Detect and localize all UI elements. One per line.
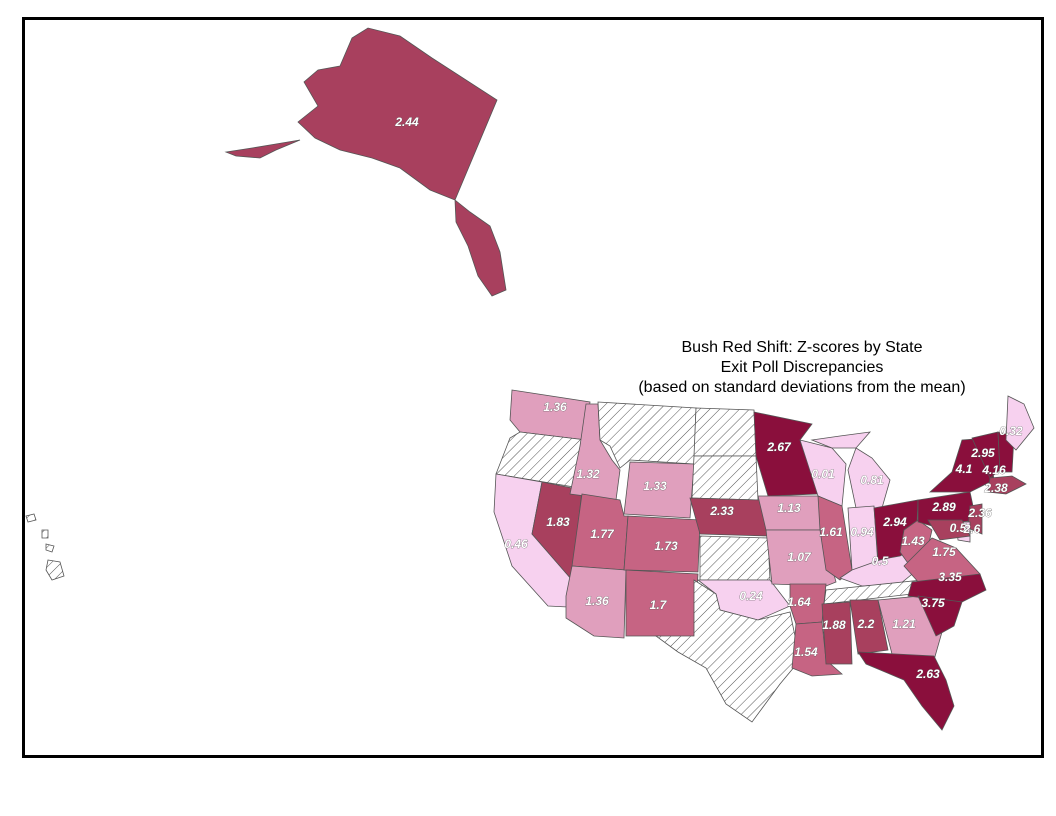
state-value-ak: 2.44 xyxy=(394,115,419,129)
state-la xyxy=(791,621,843,677)
state-value-nv: 1.83 xyxy=(546,515,570,529)
state-value-fl: 2.63 xyxy=(915,667,940,681)
state-co xyxy=(623,515,701,573)
state-value-ok: 0.24 xyxy=(739,589,763,603)
state-value-al: 2.2 xyxy=(857,617,875,631)
state-mo xyxy=(765,529,837,587)
state-value-il: 1.61 xyxy=(819,525,843,539)
map-title: Bush Red Shift: Z-scores by State xyxy=(681,339,923,356)
state-value-pa: 2.89 xyxy=(931,500,956,514)
state-tx xyxy=(654,579,801,723)
state-value-md: 2.6 xyxy=(963,522,981,536)
state-md xyxy=(927,519,971,541)
state-mt xyxy=(597,401,697,469)
state-value-mi: 0.81 xyxy=(860,473,884,487)
state-value-ia: 1.13 xyxy=(777,501,801,515)
state-value-de: 0.5 xyxy=(950,521,967,535)
state-value-me: 0.32 xyxy=(999,424,1023,438)
state-nd xyxy=(693,407,757,457)
state-ma xyxy=(987,475,1027,495)
state-wi xyxy=(799,439,847,507)
state-value-nc: 3.35 xyxy=(938,570,962,584)
state-value-ca: 0.46 xyxy=(504,537,528,551)
state-value-id: 1.32 xyxy=(576,467,600,481)
state-ak xyxy=(224,27,507,297)
state-ks xyxy=(699,535,771,581)
state-hi xyxy=(25,513,65,581)
state-value-mo: 1.07 xyxy=(787,550,812,564)
state-value-ga: 1.21 xyxy=(892,617,916,631)
state-value-wy: 1.33 xyxy=(643,479,667,493)
state-me xyxy=(1005,395,1035,451)
state-il xyxy=(817,495,853,581)
state-value-ms: 1.88 xyxy=(822,618,846,632)
state-value-nm: 1.7 xyxy=(650,598,668,612)
state-fl xyxy=(857,651,955,731)
state-wy xyxy=(623,461,695,519)
map-note: (based on standard deviations from the m… xyxy=(638,379,966,396)
state-value-wi: 0.01 xyxy=(811,467,835,481)
state-value-ma: 2.38 xyxy=(983,481,1008,495)
state-value-ut: 1.77 xyxy=(590,527,615,541)
state-value-in: 0.94 xyxy=(850,525,874,539)
state-value-ky: 0.5 xyxy=(872,554,889,568)
state-value-nj: 2.36 xyxy=(967,506,992,520)
state-value-co: 1.73 xyxy=(654,539,678,553)
state-value-oh: 2.94 xyxy=(882,515,907,529)
state-ms xyxy=(821,601,853,665)
state-value-sc: 3.75 xyxy=(921,596,945,610)
state-value-az: 1.36 xyxy=(585,594,609,608)
state-value-mn: 2.67 xyxy=(766,440,792,454)
state-value-wv: 1.43 xyxy=(901,534,925,548)
state-sd xyxy=(691,455,759,501)
state-value-ar: 1.64 xyxy=(787,595,811,609)
state-value-ny: 4.1 xyxy=(955,462,973,476)
state-value-la: 1.54 xyxy=(794,645,818,659)
map-subtitle: Exit Poll Discrepancies xyxy=(720,359,884,376)
state-value-wa: 1.36 xyxy=(543,400,567,414)
state-value-ne: 2.33 xyxy=(709,504,734,518)
state-value-vt: 2.95 xyxy=(970,446,995,460)
state-value-va: 1.75 xyxy=(932,545,956,559)
state-sc xyxy=(917,595,963,637)
state-value-nh: 4.16 xyxy=(981,463,1006,477)
state-nj xyxy=(967,503,983,535)
state-al xyxy=(849,599,889,655)
